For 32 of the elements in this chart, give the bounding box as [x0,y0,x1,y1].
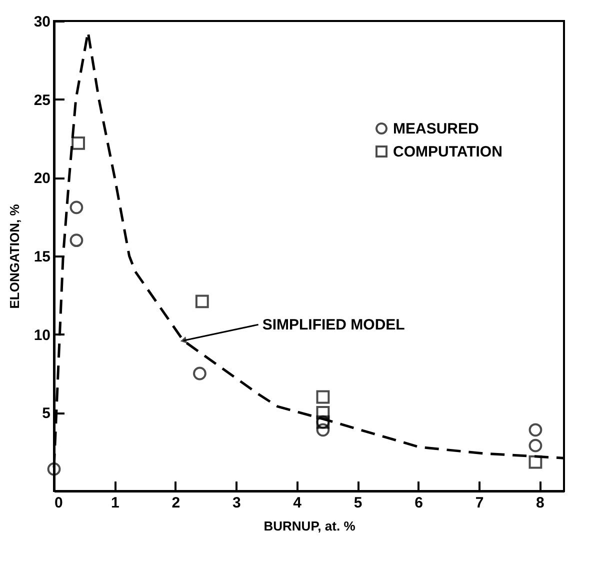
point [528,455,542,469]
point [47,462,61,476]
x-tick-label: 1 [111,494,120,512]
legend-label: MEASURED [393,120,480,138]
x-tick-label: 7 [475,494,484,512]
point [316,390,330,404]
point [316,406,330,420]
point [72,136,85,150]
point [528,423,542,437]
annotation: SIMPLIFIED MODEL [262,316,405,334]
y-axis-title: ELONGATION, % [6,204,22,309]
y-tick-label: 5 [42,405,50,422]
legend-label: COMPUTATION [393,144,502,160]
x-tick-label: 8 [536,494,544,512]
y-tick-label: 25 [34,92,50,109]
x-tick-label: 0 [54,494,63,512]
x-tick-label: 4 [293,494,302,512]
y-tick-label: 15 [34,248,50,266]
x-tick-label: 2 [172,494,180,512]
y-tick-label: 10 [34,326,50,344]
y-tick-label: 20 [34,170,50,188]
y-tick-label: 30 [34,14,50,30]
point [193,366,206,380]
point [70,234,84,248]
point [70,200,84,214]
x-tick-label: 5 [354,494,362,512]
x-axis-title: BURNUP, at. % [264,518,356,534]
point [316,423,330,437]
point [195,294,209,308]
x-tick-label: 3 [232,494,241,512]
x-tick-label: 6 [414,494,423,512]
point [528,438,542,452]
